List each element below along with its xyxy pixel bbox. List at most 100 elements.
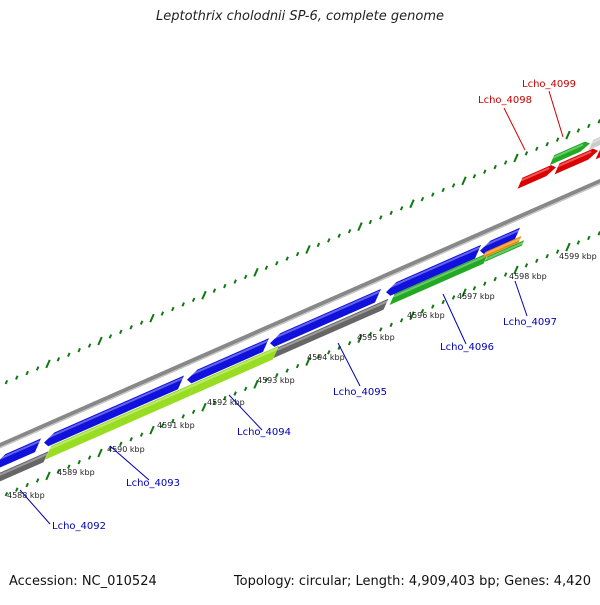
map-title: Leptothrix cholodnii SP-6, complete geno… (156, 9, 444, 24)
scale-tick (97, 448, 103, 458)
scale-tick (305, 245, 311, 254)
gene-label: Lcho_4098 (478, 95, 532, 106)
cds-feature (595, 149, 600, 160)
scale-tick (524, 263, 529, 268)
scale-tick (305, 357, 311, 366)
scale-tick (347, 340, 352, 346)
scale-tick (275, 260, 279, 266)
scale-tick (565, 130, 571, 140)
scale-tick (327, 350, 331, 355)
gene-feature (44, 382, 196, 460)
scale-tick (77, 347, 81, 353)
scale-tick (368, 219, 373, 225)
scale-tick (171, 306, 175, 312)
cds-feature (386, 244, 482, 296)
kbp-scale-label: 4593 kbp (257, 376, 295, 385)
gene-feature (273, 298, 389, 359)
scale-tick (461, 288, 467, 298)
scale-tick (389, 210, 393, 216)
gene-feature-highlight (0, 453, 48, 476)
scale-tick (493, 164, 497, 170)
scale-tick (201, 402, 207, 412)
scale-tick (15, 375, 19, 380)
scale-tick (379, 215, 383, 220)
scale-tick (191, 297, 196, 303)
scale-tick (4, 379, 9, 385)
gene-feature-highlight (552, 143, 584, 159)
scale-tick (535, 146, 539, 152)
kbp-scale-label: 4588 kbp (7, 491, 45, 500)
cds-feature (187, 338, 270, 384)
scale-tick (212, 400, 217, 405)
backbone-shadow (0, 183, 600, 449)
scale-tick (576, 240, 581, 245)
gene-label: Lcho_4097 (503, 317, 557, 328)
scale-tick (160, 423, 165, 428)
cds-feature (480, 227, 521, 255)
scale-tick (565, 242, 571, 252)
cds-feature-highlight (557, 150, 592, 168)
scale-tick (223, 283, 227, 289)
scale-tick (409, 311, 415, 321)
scale-tick (545, 141, 549, 147)
scale-tick (347, 228, 352, 234)
scale-tick (201, 290, 207, 300)
scale-tick (275, 372, 279, 378)
scale-tick (108, 334, 113, 339)
scale-tick (45, 359, 51, 369)
gene-label: Lcho_4093 (126, 478, 180, 489)
scale-tick (503, 160, 508, 165)
scale-tick (191, 409, 196, 415)
scale-tick (587, 123, 591, 129)
gene-label: Lcho_4092 (52, 521, 106, 532)
scale-tick (513, 265, 519, 275)
scale-tick (555, 137, 560, 142)
gene-label-leader (109, 445, 150, 481)
scale-tick (149, 425, 155, 435)
scale-tick (129, 437, 133, 442)
scale-tick (316, 242, 321, 248)
gene-feature-highlight (392, 254, 488, 298)
scale-tick (399, 206, 404, 211)
gene-label: Lcho_4095 (333, 387, 387, 398)
scale-tick (503, 272, 508, 277)
scale-tick (545, 253, 549, 259)
backbone-line (0, 178, 600, 448)
gene-feature-highlight (483, 237, 521, 256)
scale-tick (472, 174, 477, 179)
gene-label-leader (19, 489, 51, 525)
cds-feature (270, 288, 382, 347)
gene-feature-highlight (485, 241, 524, 261)
kbp-scale-label: 4599 kbp (559, 252, 597, 261)
scale-tick (461, 176, 467, 186)
scale-tick (285, 368, 289, 373)
gene-feature-highlight (276, 300, 388, 351)
cds-feature-highlight (271, 290, 381, 340)
scale-tick (264, 377, 269, 383)
gene-feature (0, 451, 49, 482)
gene-feature (484, 240, 525, 262)
scale-tick (483, 281, 487, 286)
scale-tick (295, 251, 300, 257)
scale-tick (243, 274, 248, 280)
scale-tick (119, 441, 123, 447)
scale-tick (129, 325, 133, 330)
gene-label-leader (337, 342, 361, 387)
accession-label: Accession: NC_010524 (9, 574, 157, 589)
cds-feature (44, 375, 185, 447)
scale-tick (524, 151, 529, 156)
scale-tick (285, 256, 289, 261)
kbp-scale-label: 4592 kbp (207, 398, 245, 407)
scale-tick (493, 276, 497, 282)
gene-feature-highlight (193, 347, 279, 387)
scale-tick (181, 414, 185, 419)
cds-feature (517, 165, 556, 189)
scale-tick (67, 352, 71, 357)
gene-label: Lcho_4099 (522, 79, 576, 90)
kbp-scale-label: 4596 kbp (407, 311, 445, 320)
cds-feature-highlight (387, 246, 481, 289)
gene-label-leader (442, 293, 467, 345)
kbp-scale-label: 4597 kbp (457, 292, 495, 301)
